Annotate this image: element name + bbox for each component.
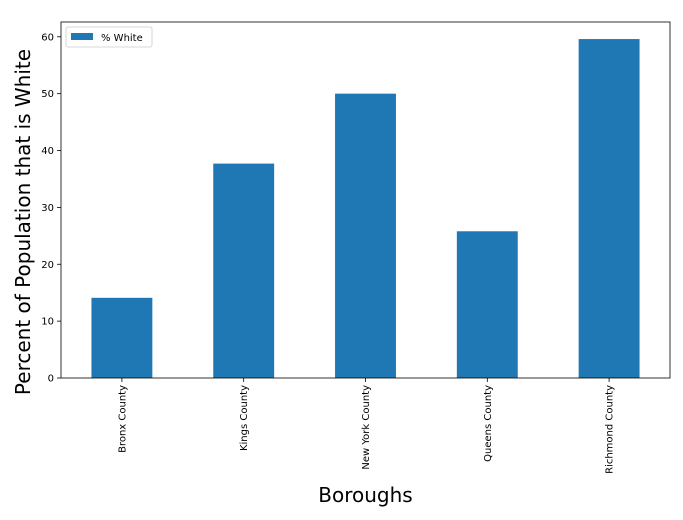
legend-label: % White <box>101 33 143 44</box>
bars-layer <box>91 39 640 379</box>
bar-richmond-county <box>578 39 640 379</box>
x-tick-label: Kings County <box>239 385 250 451</box>
legend-swatch <box>71 33 93 40</box>
y-axis-title: Percent of Population that is White <box>11 49 35 395</box>
y-tick-label: 40 <box>41 146 54 157</box>
legend-box <box>65 26 153 48</box>
plot-area-frame <box>60 21 671 379</box>
y-tick-label: 10 <box>41 317 54 328</box>
x-axis-ticks: Bronx County Kings County New York County Q… <box>117 378 616 474</box>
x-tick-label: Bronx County <box>117 385 128 453</box>
y-tick-label: 0 <box>48 374 54 385</box>
y-tick-label: 20 <box>41 260 54 271</box>
legend: % White <box>65 26 153 48</box>
x-tick-label: New York County <box>361 385 372 470</box>
x-axis-title: Boroughs <box>318 483 412 507</box>
bar-queens-county <box>456 231 518 378</box>
y-tick-label: 50 <box>41 89 54 100</box>
x-tick-label: Queens County <box>483 385 494 462</box>
bar-bronx-county <box>91 297 153 378</box>
y-axis-ticks: 0 10 20 30 40 50 60 <box>41 32 61 385</box>
y-tick-label: 30 <box>41 203 54 214</box>
y-tick-label: 60 <box>41 32 54 43</box>
x-tick-label: Richmond County <box>605 385 616 474</box>
bar-kings-county <box>213 163 275 378</box>
bar-new-york-county <box>335 93 396 378</box>
